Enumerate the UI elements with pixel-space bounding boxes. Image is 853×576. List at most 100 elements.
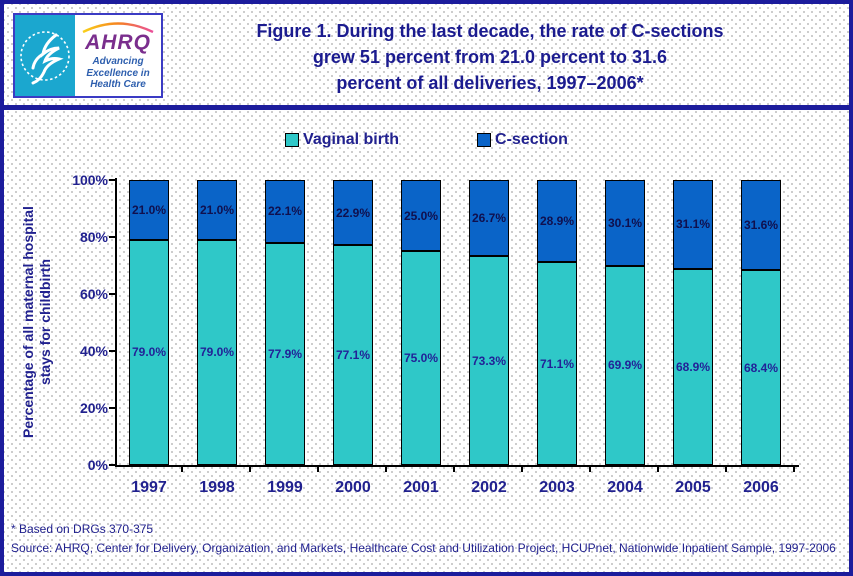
bar-value-label: 79.0% (132, 345, 167, 360)
x-category-label: 2003 (539, 479, 575, 496)
bar-value-label: 68.9% (676, 359, 711, 374)
hhs-eagle-icon (20, 30, 70, 84)
footnote-source: Source: AHRQ, Center for Delivery, Organ… (11, 541, 836, 555)
y-tick-label: 20% (79, 400, 108, 416)
vaginal-segment: 77.9% (265, 242, 305, 465)
logo-arc-icon (82, 22, 154, 34)
y-tick-mark (109, 407, 115, 409)
bar-value-label: 25.0% (404, 208, 439, 223)
bar-value-label: 21.0% (200, 202, 235, 217)
x-category-label: 2005 (675, 479, 711, 496)
figure-title-line: Figure 1. During the last decade, the ra… (256, 21, 724, 41)
stacked-bar-2003: 28.9% 71.1% (537, 180, 577, 465)
y-axis-title: Percentage of all maternal hospital stay… (20, 172, 56, 472)
vaginal-segment: 79.0% (129, 239, 169, 465)
stacked-bar-2001: 25.0% 75.0% (401, 180, 441, 465)
c-section-segment: 21.0% (129, 180, 169, 240)
x-tick-mark (657, 467, 659, 472)
vaginal-segment: 73.3% (469, 256, 509, 465)
bar-value-label: 77.9% (268, 346, 303, 361)
header-divider (4, 105, 849, 110)
x-tick-mark (453, 467, 455, 472)
vaginal-segment: 68.9% (673, 268, 713, 465)
c-section-segment: 22.9% (333, 180, 373, 246)
legend-swatch-vaginal-birth (285, 133, 300, 147)
x-category-label: 2001 (403, 479, 439, 496)
vaginal-segment: 71.1% (537, 262, 577, 465)
x-category-label: 1997 (131, 479, 167, 496)
x-axis-line (115, 465, 799, 467)
bar-value-label: 30.1% (608, 215, 643, 230)
chart-legend: Vaginal birth C-section (4, 131, 849, 149)
figure-title-line: percent of all deliveries, 1997–2006* (336, 73, 644, 93)
y-tick-mark (109, 293, 115, 295)
x-tick-mark (793, 467, 795, 472)
logo-tagline-line: Excellence in (86, 67, 150, 79)
y-tick-label: 40% (79, 343, 108, 359)
vaginal-segment: 75.0% (401, 251, 441, 465)
y-tick-mark (109, 179, 115, 181)
stacked-bar-1997: 21.0% 79.0% (129, 180, 169, 465)
c-section-segment: 26.7% (469, 180, 509, 257)
bar-value-label: 71.1% (540, 356, 575, 371)
bar-value-label: 22.1% (268, 204, 303, 219)
bar-value-label: 21.0% (132, 202, 167, 217)
stacked-bar-2000: 22.9% 77.1% (333, 180, 373, 465)
y-tick-mark (109, 350, 115, 352)
x-category-label: 2006 (743, 479, 779, 496)
stacked-bar-2002: 26.7% 73.3% (469, 180, 509, 465)
bar-value-label: 31.6% (744, 218, 779, 233)
y-tick-mark (109, 464, 115, 466)
x-tick-mark (385, 467, 387, 472)
hhs-seal-icon (15, 15, 75, 96)
x-tick-mark (725, 467, 727, 472)
footnote-drg: * Based on DRGs 370-375 (11, 522, 154, 536)
x-category-label: 1998 (199, 479, 235, 496)
bar-value-label: 69.9% (608, 358, 643, 373)
y-axis-line (115, 178, 117, 467)
y-tick-label: 0% (87, 457, 108, 473)
legend-item-vaginal-birth: Vaginal birth (285, 131, 399, 149)
vaginal-segment: 79.0% (197, 239, 237, 465)
stacked-bar-1998: 21.0% 79.0% (197, 180, 237, 465)
bar-value-label: 28.9% (540, 214, 575, 229)
x-tick-mark (249, 467, 251, 472)
c-section-segment: 30.1% (605, 180, 645, 266)
bar-value-label: 77.1% (336, 348, 371, 363)
y-tick-label: 80% (79, 229, 108, 245)
x-category-label: 2002 (471, 479, 507, 496)
logo-tagline-line: Health Care (90, 79, 146, 91)
x-category-label: 2000 (335, 479, 371, 496)
figure-title: Figure 1. During the last decade, the ra… (170, 18, 810, 96)
bar-value-label: 26.7% (472, 211, 507, 226)
vaginal-segment: 77.1% (333, 245, 373, 465)
x-category-label: 1999 (267, 479, 303, 496)
legend-swatch-c-section (477, 133, 492, 147)
y-tick-label: 60% (79, 286, 108, 302)
x-tick-mark (317, 467, 319, 472)
bar-value-label: 73.3% (472, 353, 507, 368)
bar-value-label: 75.0% (404, 351, 439, 366)
x-tick-mark (521, 467, 523, 472)
stacked-bar-2005: 31.1% 68.9% (673, 180, 713, 465)
c-section-segment: 31.1% (673, 180, 713, 269)
stacked-bar-1999: 22.1% 77.9% (265, 180, 305, 465)
legend-item-c-section: C-section (477, 131, 568, 149)
legend-label: Vaginal birth (303, 131, 400, 148)
ahrq-logo: AHRQ Advancing Excellence in Health Care (13, 13, 163, 98)
vaginal-segment: 68.4% (741, 270, 781, 465)
vaginal-segment: 69.9% (605, 265, 645, 465)
stacked-bar-2004: 30.1% 69.9% (605, 180, 645, 465)
x-tick-mark (181, 467, 183, 472)
logo-tagline: Advancing Excellence in Health Care (86, 56, 149, 91)
y-tick-mark (109, 236, 115, 238)
legend-label: C-section (495, 131, 568, 148)
stacked-bar-2006: 31.6% 68.4% (741, 180, 781, 465)
bar-value-label: 31.1% (676, 217, 711, 232)
logo-text-block: AHRQ Advancing Excellence in Health Care (75, 15, 161, 96)
bar-value-label: 68.4% (744, 360, 779, 375)
c-section-segment: 31.6% (741, 180, 781, 271)
y-tick-label: 100% (72, 172, 108, 188)
logo-tagline-line: Advancing (92, 56, 144, 68)
